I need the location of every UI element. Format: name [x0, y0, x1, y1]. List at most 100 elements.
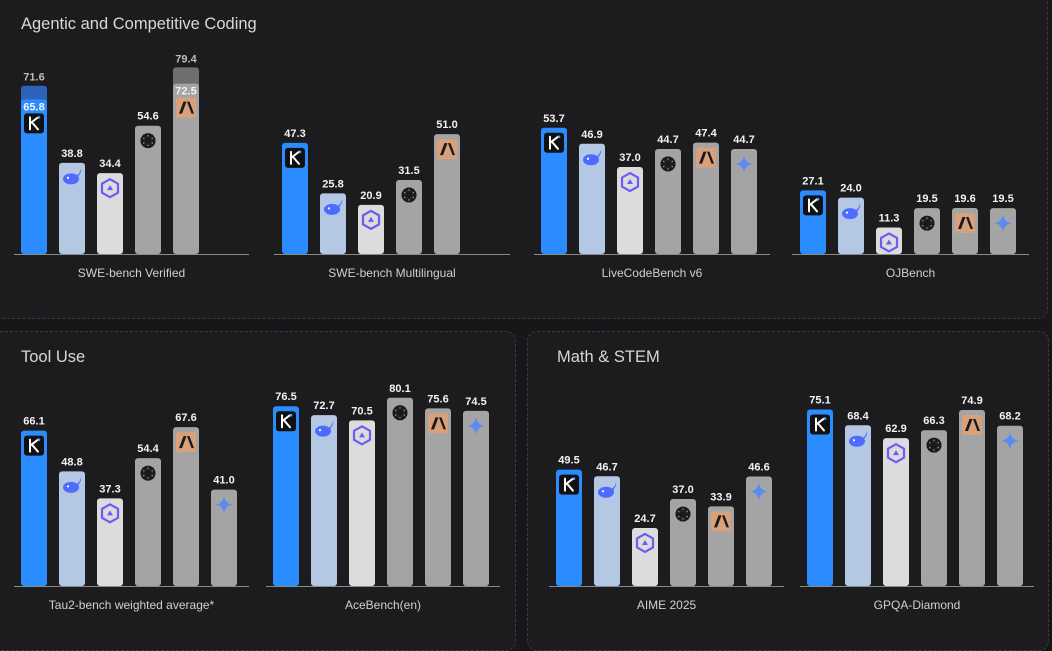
bar-value-label: 37.0: [672, 484, 693, 496]
bar-deepseek: [59, 471, 85, 586]
bar-value-label: 74.9: [961, 395, 982, 407]
anthropic-logo-icon: [955, 212, 975, 233]
qwen-logo-icon: [620, 171, 640, 193]
kimi-logo-icon: [810, 414, 830, 435]
deepseek-logo-icon: [842, 203, 861, 220]
bar-value-label: 68.2: [999, 411, 1020, 423]
qwen-logo-icon: [352, 425, 372, 446]
qwen-logo-icon: [100, 178, 120, 199]
bar-value-label: 76.5: [275, 391, 296, 403]
section-title-coding: Agentic and Competitive Coding: [21, 15, 257, 33]
bar-anthropic: [425, 408, 451, 586]
gemini-logo-icon: [735, 154, 753, 173]
bar-value-label: 24.0: [840, 183, 861, 195]
bar-value-label: 34.4: [99, 158, 121, 170]
bar-kimi: [807, 409, 833, 586]
bar-kimi: [21, 99, 47, 255]
bar-value-label: 65.8: [23, 101, 44, 113]
bar-value-label: 75.1: [809, 395, 830, 407]
bar-qwen: [632, 527, 658, 586]
bar-value-label: 67.6: [175, 412, 196, 424]
anthropic-logo-icon: [176, 97, 196, 118]
chart-title: OJBench: [886, 266, 935, 280]
bar-value-label: 37.3: [99, 483, 120, 495]
bar-openai: [396, 179, 422, 254]
bar-value-label: 41.0: [213, 475, 234, 487]
kimi-logo-icon: [24, 435, 44, 456]
bar-stack-label: 71.6: [23, 72, 44, 84]
deepseek-logo-icon: [849, 431, 868, 447]
bar-kimi: [556, 469, 582, 586]
bar-deepseek: [594, 476, 620, 586]
chart-3: OJBench 27.1 24.0 11.3 19.5 19.6 19.5: [792, 175, 1029, 280]
bar-openai: [670, 499, 696, 586]
bar-kimi: [541, 127, 567, 254]
anthropic-logo-icon: [696, 147, 716, 168]
anthropic-logo-icon: [176, 432, 196, 453]
bar-value-label: 51.0: [436, 119, 457, 131]
bar-value-label: 66.1: [23, 416, 44, 428]
bar-value-label: 44.7: [657, 134, 678, 146]
gemini-logo-icon: [467, 416, 485, 435]
bar-anthropic: [959, 409, 985, 586]
chart-title: AIME 2025: [637, 598, 697, 612]
bar-deepseek: [579, 143, 605, 254]
bar-openai: [921, 430, 947, 586]
kimi-logo-icon: [803, 195, 823, 216]
qwen-logo-icon: [635, 532, 655, 554]
gemini-logo-icon: [1001, 431, 1019, 450]
bar-qwen: [617, 167, 643, 254]
bar-value-label: 19.5: [992, 193, 1013, 205]
bar-value-label: 53.7: [543, 113, 564, 125]
openai-logo-icon: [926, 437, 942, 453]
deepseek-logo-icon: [315, 421, 334, 437]
chart-7: GPQA-Diamond 75.1 68.4 62.9 66.3 74.9 68.2: [800, 395, 1034, 612]
bar-value-label: 70.5: [351, 405, 372, 417]
qwen-logo-icon: [886, 443, 906, 464]
bar-deepseek: [838, 197, 864, 254]
bar-deepseek: [320, 193, 346, 254]
bar-qwen: [883, 438, 909, 586]
bar-kimi: [21, 430, 47, 586]
bar-value-label: 80.1: [389, 383, 410, 395]
bar-value-label: 46.9: [581, 129, 602, 141]
bar-value-label: 20.9: [360, 190, 381, 202]
bar-openai: [135, 458, 161, 586]
bar-value-label: 46.7: [596, 461, 617, 473]
anthropic-logo-icon: [962, 414, 982, 435]
anthropic-logo-icon: [428, 413, 448, 434]
bar-openai: [387, 397, 413, 586]
bar-value-label: 54.4: [137, 443, 159, 455]
bar-openai: [655, 148, 681, 254]
section-title-tool-use: Tool Use: [21, 348, 86, 366]
openai-logo-icon: [919, 215, 935, 231]
bar-value-label: 46.6: [748, 461, 769, 473]
chart-1: SWE-bench Multilingual 47.3 25.8 20.9 31.5 51…: [274, 119, 510, 280]
qwen-logo-icon: [361, 209, 381, 230]
chart-2: LiveCodeBench v6 53.7 46.9 37.0 44.7 47.4 44.7: [534, 113, 770, 280]
bar-kimi: [282, 142, 308, 254]
bar-anthropic: [693, 142, 719, 254]
bar-qwen: [349, 420, 375, 586]
openai-logo-icon: [392, 405, 408, 421]
bar-value-label: 66.3: [923, 415, 944, 427]
kimi-logo-icon: [559, 474, 579, 495]
gemini-logo-icon: [750, 482, 768, 501]
chart-title: LiveCodeBench v6: [602, 266, 703, 280]
bar-value-label: 74.5: [465, 396, 486, 408]
bar-deepseek: [59, 162, 85, 254]
bar-gemini: [746, 476, 772, 586]
bar-value-label: 72.5: [175, 86, 196, 98]
bar-value-label: 75.6: [427, 393, 448, 405]
openai-logo-icon: [401, 187, 417, 203]
bar-gemini: [997, 425, 1023, 586]
kimi-logo-icon: [276, 411, 296, 432]
openai-logo-icon: [675, 506, 691, 522]
bar-openai: [135, 125, 161, 254]
bar-value-label: 11.3: [879, 212, 900, 224]
bar-openai: [914, 208, 940, 254]
chart-title: GPQA-Diamond: [874, 598, 961, 612]
chart-title: Tau2-bench weighted average*: [49, 598, 215, 612]
openai-logo-icon: [140, 465, 156, 481]
